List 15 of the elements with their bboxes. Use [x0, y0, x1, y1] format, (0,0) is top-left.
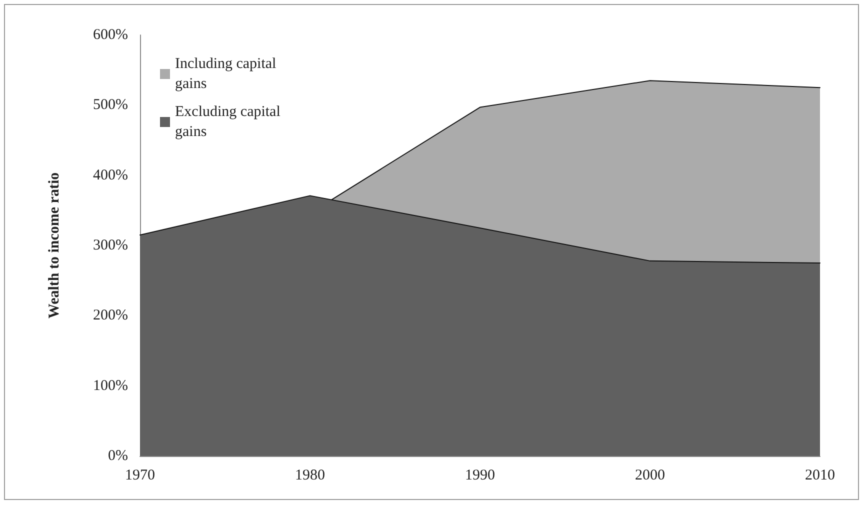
y-tick-label: 500% — [93, 97, 128, 114]
y-tick-label: 100% — [93, 378, 128, 394]
x-tick-label: 1990 — [465, 468, 495, 484]
x-tick-label: 2000 — [635, 468, 665, 484]
y-tick-label: 400% — [93, 167, 128, 184]
y-tick-label: 200% — [93, 308, 128, 324]
y-axis-title: Wealth to income ratio — [46, 172, 62, 319]
y-tick-label: 0% — [108, 448, 128, 464]
y-tick-label: 300% — [93, 238, 128, 254]
y-tick-label: 600% — [93, 27, 128, 43]
x-tick-label: 1980 — [295, 468, 325, 484]
x-tick-label: 1970 — [125, 468, 155, 484]
legend-label: Excluding capital gains — [175, 104, 284, 140]
legend-label: Including capital gains — [175, 56, 280, 92]
x-tick-label: 2010 — [805, 468, 835, 484]
